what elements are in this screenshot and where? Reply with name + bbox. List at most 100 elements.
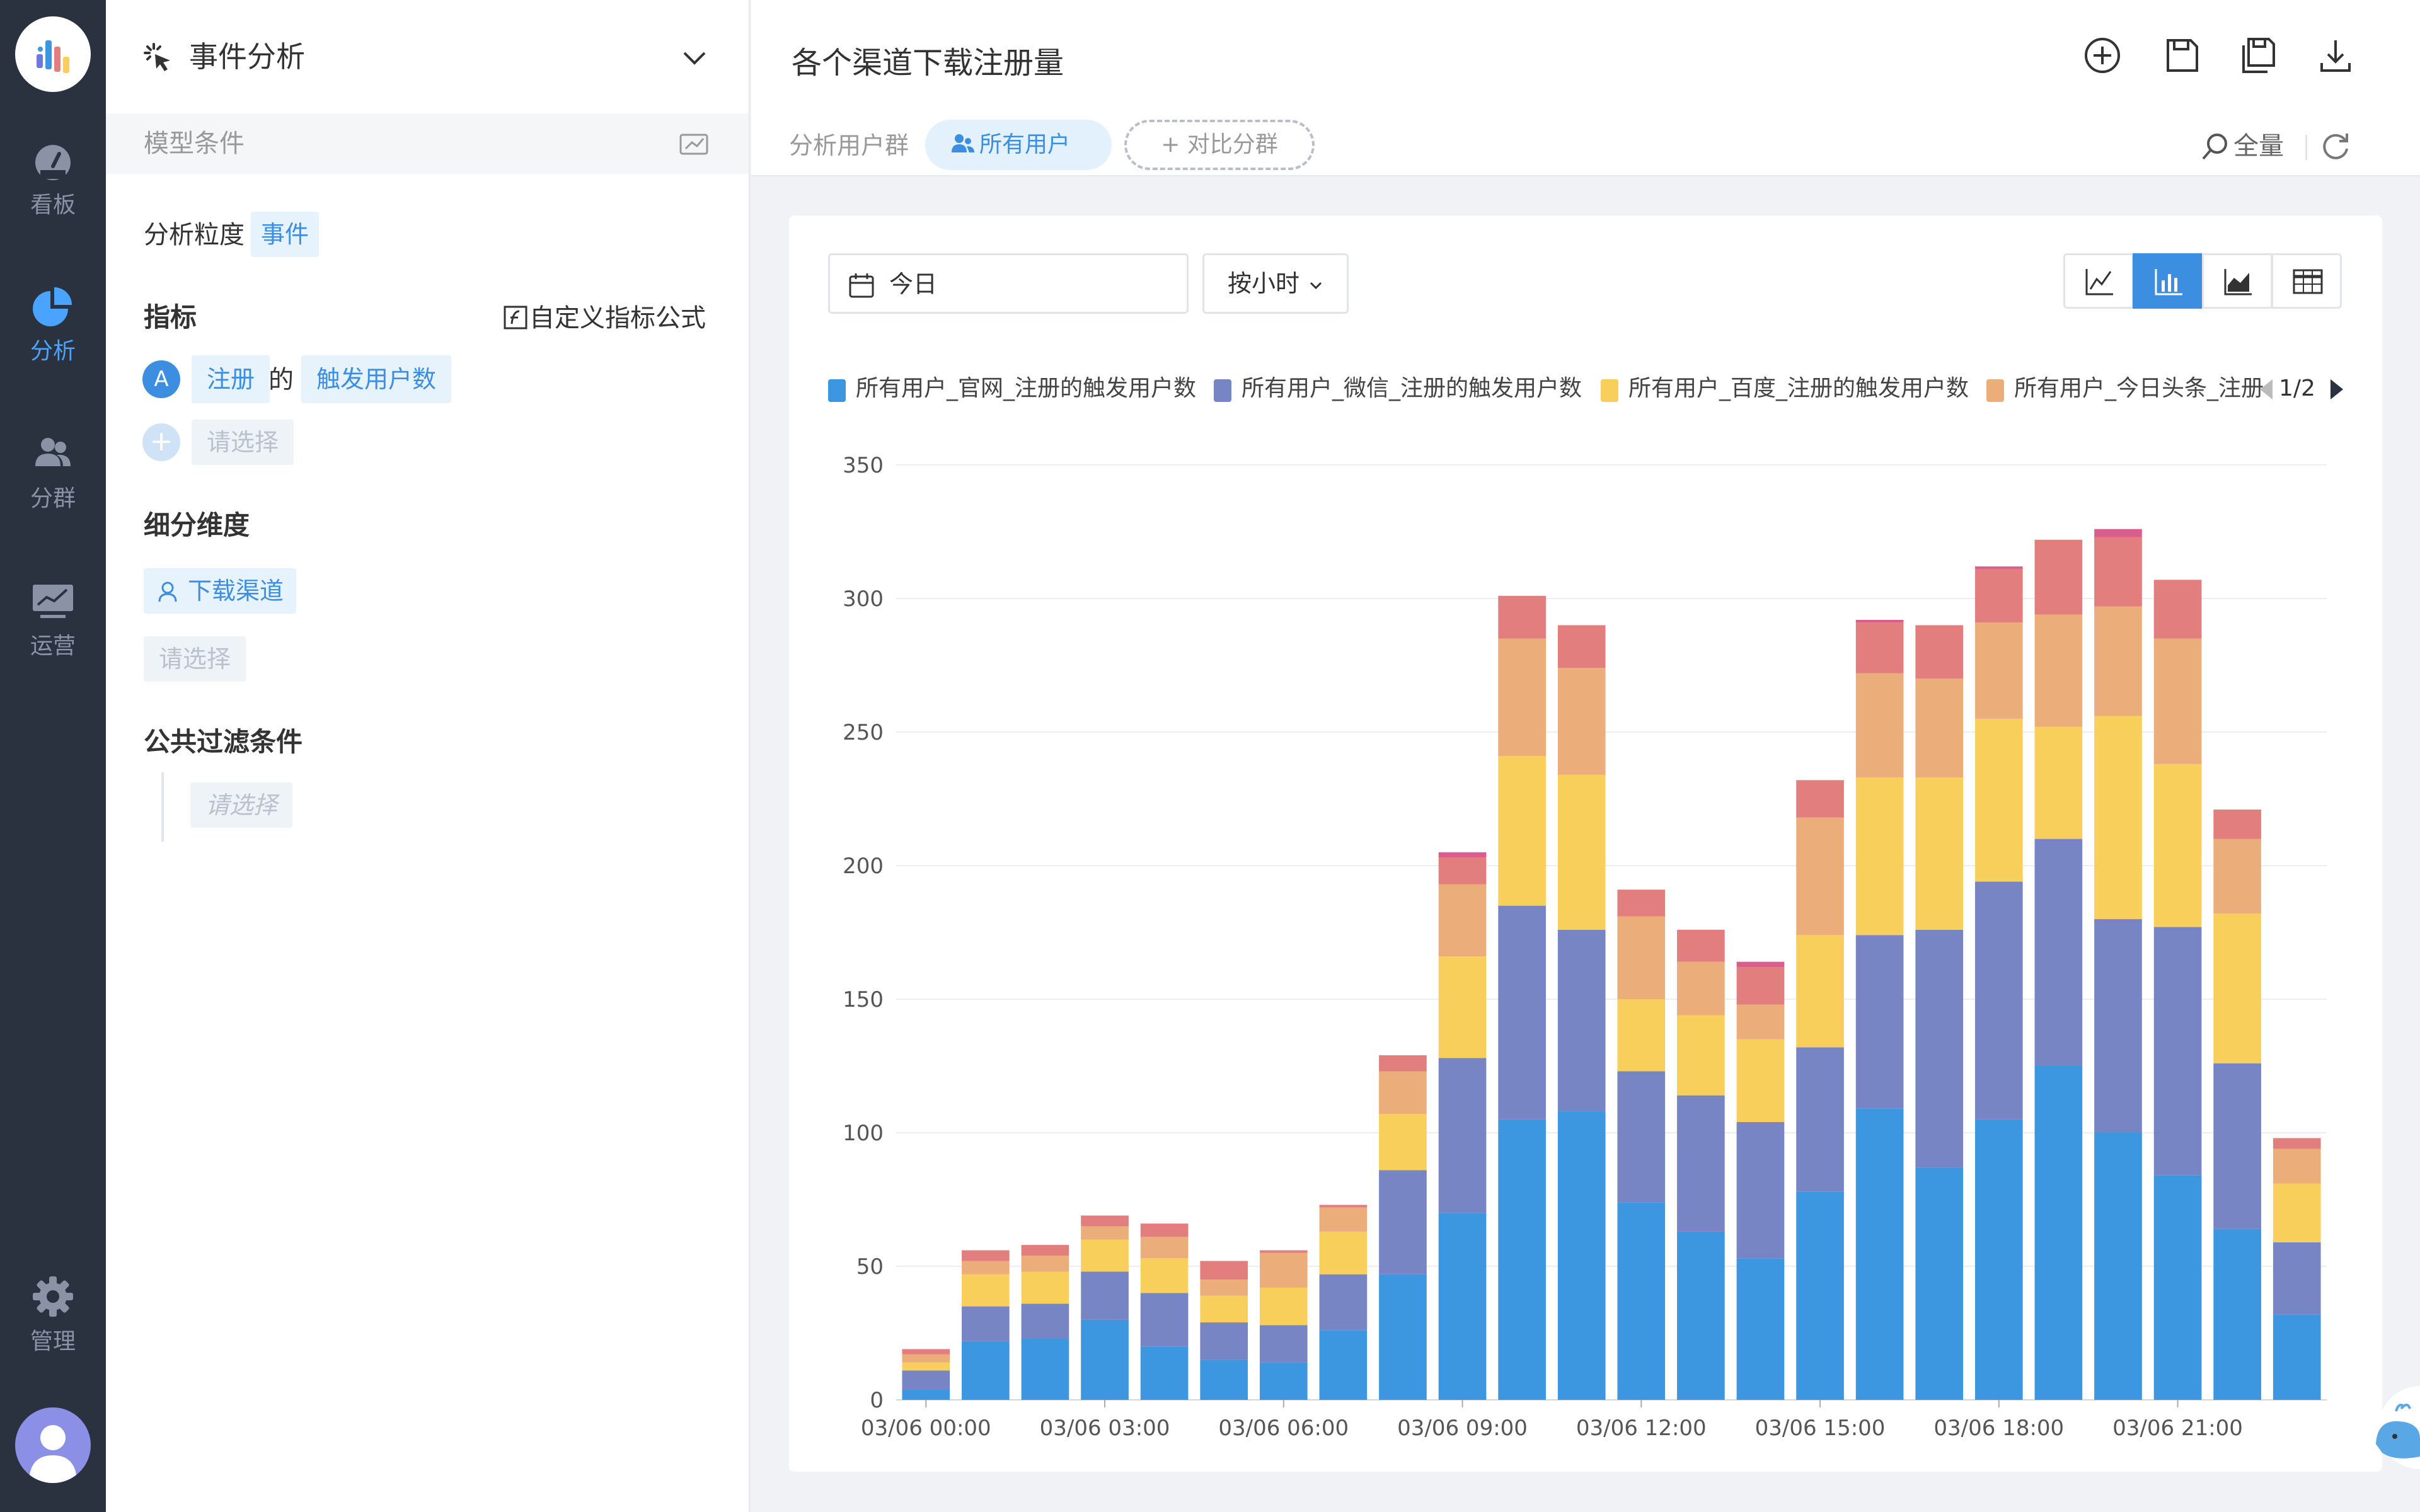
bar-segment[interactable] xyxy=(1141,1258,1189,1293)
bar-segment[interactable] xyxy=(1975,1120,2023,1400)
bar-segment[interactable] xyxy=(2273,1314,2321,1400)
download-icon[interactable] xyxy=(2315,35,2356,76)
bar-segment[interactable] xyxy=(1379,1114,1427,1170)
full-sample-label[interactable]: 全量 xyxy=(2233,129,2284,164)
bar-segment[interactable] xyxy=(902,1349,950,1354)
bar-segment[interactable] xyxy=(1379,1170,1427,1274)
bar-segment[interactable] xyxy=(1439,852,1487,857)
bar-segment[interactable] xyxy=(1975,566,2023,569)
bar-segment[interactable] xyxy=(1677,1015,1725,1095)
bar-segment[interactable] xyxy=(1915,930,1963,1167)
bar-segment[interactable] xyxy=(2035,614,2083,726)
bar-segment[interactable] xyxy=(1558,930,1606,1111)
bar-segment[interactable] xyxy=(2273,1242,2321,1314)
bar-segment[interactable] xyxy=(1320,1208,1368,1232)
bar-segment[interactable] xyxy=(1915,777,1963,930)
bar-segment[interactable] xyxy=(962,1251,1010,1261)
bar-segment[interactable] xyxy=(962,1341,1010,1400)
bar-segment[interactable] xyxy=(1856,622,1904,673)
bar-segment[interactable] xyxy=(1498,906,1546,1120)
bar-segment[interactable] xyxy=(2213,810,2261,839)
filter-select-placeholder[interactable]: 请选择 xyxy=(190,782,292,828)
granularity-tag[interactable]: 事件 xyxy=(251,212,319,257)
refresh-icon[interactable] xyxy=(2319,130,2352,163)
bar-segment[interactable] xyxy=(2213,1063,2261,1229)
bar-segment[interactable] xyxy=(2273,1138,2321,1148)
bar-segment[interactable] xyxy=(2035,727,2083,839)
image-folder-icon[interactable] xyxy=(679,131,710,156)
bar-segment[interactable] xyxy=(2035,540,2083,615)
nav-item-operations[interactable]: 运营 xyxy=(0,580,106,712)
bar-segment[interactable] xyxy=(1915,679,1963,777)
bar-segment[interactable] xyxy=(1737,962,1785,967)
bar-segment[interactable] xyxy=(1617,917,1665,999)
bar-segment[interactable] xyxy=(1260,1325,1308,1362)
bar-segment[interactable] xyxy=(1200,1360,1248,1400)
bar-segment[interactable] xyxy=(1975,881,2023,1119)
bar-segment[interactable] xyxy=(1856,777,1904,935)
custom-formula-link[interactable]: 自定义指标公式 xyxy=(529,302,706,334)
bar-segment[interactable] xyxy=(1856,935,1904,1109)
bar-segment[interactable] xyxy=(2094,716,2142,919)
bar-segment[interactable] xyxy=(1498,756,1546,905)
bar-segment[interactable] xyxy=(2154,1176,2202,1400)
bar-segment[interactable] xyxy=(1439,1058,1487,1213)
bar-segment[interactable] xyxy=(1975,719,2023,882)
bar-segment[interactable] xyxy=(1141,1293,1189,1346)
bar-segment[interactable] xyxy=(1737,1258,1785,1400)
bar-segment[interactable] xyxy=(1677,1232,1725,1400)
bar-segment[interactable] xyxy=(1022,1271,1069,1303)
bar-segment[interactable] xyxy=(1141,1237,1189,1258)
bar-segment[interactable] xyxy=(2094,1133,2142,1400)
bar-segment[interactable] xyxy=(1498,1120,1546,1400)
bar-segment[interactable] xyxy=(1915,625,1963,679)
add-circle-icon[interactable] xyxy=(2082,35,2123,76)
app-logo[interactable] xyxy=(15,16,91,92)
bar-segment[interactable] xyxy=(1617,1202,1665,1400)
helper-whale-icon[interactable] xyxy=(2370,1383,2420,1472)
nav-item-dashboard[interactable]: 看板 xyxy=(0,139,106,271)
bar-segment[interactable] xyxy=(1379,1274,1427,1400)
bar-segment[interactable] xyxy=(1320,1274,1368,1331)
bar-segment[interactable] xyxy=(2094,537,2142,606)
bar-segment[interactable] xyxy=(1320,1331,1368,1400)
bar-segment[interactable] xyxy=(2094,607,2142,716)
bar-segment[interactable] xyxy=(1677,962,1725,1016)
bar-segment[interactable] xyxy=(1558,775,1606,930)
bar-segment[interactable] xyxy=(2273,1184,2321,1242)
add-metric-button[interactable]: + xyxy=(142,423,180,461)
bar-segment[interactable] xyxy=(1141,1223,1189,1237)
nav-item-analysis[interactable]: 分析 xyxy=(0,285,106,417)
bar-segment[interactable] xyxy=(1617,1071,1665,1202)
bar-segment[interactable] xyxy=(2273,1148,2321,1183)
bar-segment[interactable] xyxy=(1737,967,1785,1004)
bar-segment[interactable] xyxy=(1260,1363,1308,1400)
bar-segment[interactable] xyxy=(1558,625,1606,668)
bar-segment[interactable] xyxy=(1737,1040,1785,1122)
bar-segment[interactable] xyxy=(1796,935,1844,1047)
save-as-icon[interactable] xyxy=(2238,35,2279,76)
bar-segment[interactable] xyxy=(1200,1280,1248,1295)
user-avatar[interactable] xyxy=(15,1407,91,1483)
bar-segment[interactable] xyxy=(1022,1256,1069,1271)
bar-segment[interactable] xyxy=(1379,1071,1427,1114)
all-users-pill[interactable]: 所有用户 xyxy=(925,120,1112,170)
formula-icon[interactable] xyxy=(503,305,528,330)
nav-item-settings[interactable]: 管理 xyxy=(0,1275,106,1407)
compare-group-button[interactable]: + 对比分群 xyxy=(1124,120,1315,170)
bar-segment[interactable] xyxy=(1081,1226,1129,1239)
bar-segment[interactable] xyxy=(1677,930,1725,962)
bar-segment[interactable] xyxy=(962,1274,1010,1307)
bar-segment[interactable] xyxy=(2213,914,2261,1063)
metric-event-tag[interactable]: 注册 xyxy=(192,355,270,403)
bar-segment[interactable] xyxy=(1439,1213,1487,1400)
bar-segment[interactable] xyxy=(1022,1303,1069,1338)
bar-segment[interactable] xyxy=(902,1370,950,1389)
bar-segment[interactable] xyxy=(1558,1111,1606,1400)
bar-segment[interactable] xyxy=(1320,1232,1368,1274)
bar-segment[interactable] xyxy=(1022,1245,1069,1256)
bar-segment[interactable] xyxy=(1737,1122,1785,1258)
bar-segment[interactable] xyxy=(1796,1191,1844,1400)
bar-segment[interactable] xyxy=(1022,1338,1069,1400)
bar-segment[interactable] xyxy=(1856,620,1904,622)
